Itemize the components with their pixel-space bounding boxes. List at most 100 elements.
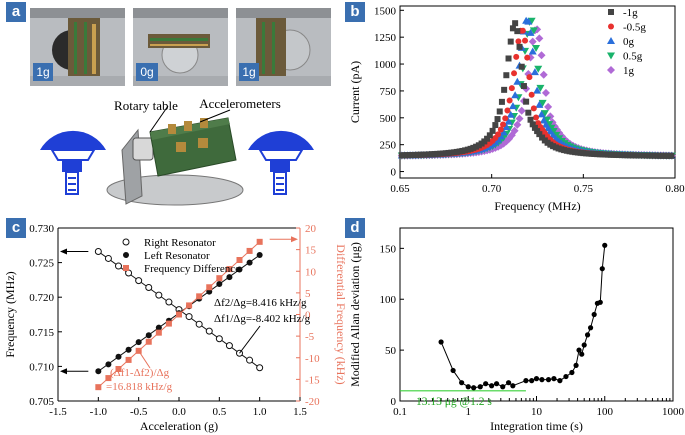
data-point bbox=[505, 380, 512, 386]
y2-tick-label: 5 bbox=[305, 288, 311, 300]
data-point bbox=[602, 242, 608, 248]
rotary-mount-right-icon bbox=[248, 130, 314, 195]
photo-tag-left: 1g bbox=[36, 65, 50, 79]
data-point bbox=[529, 27, 538, 35]
data-point bbox=[508, 102, 517, 110]
data-point bbox=[489, 127, 496, 134]
data-point bbox=[527, 116, 534, 123]
data-point bbox=[528, 91, 535, 98]
panel-label-b: b bbox=[345, 2, 365, 22]
data-point bbox=[484, 135, 491, 142]
data-point bbox=[513, 53, 520, 60]
plot-frame bbox=[399, 227, 674, 402]
data-point bbox=[496, 108, 503, 115]
data-point bbox=[246, 356, 254, 364]
data-point bbox=[195, 320, 203, 328]
legend-marker bbox=[608, 23, 614, 30]
data-point bbox=[459, 380, 465, 386]
data-point bbox=[510, 126, 519, 135]
legend-marker bbox=[607, 66, 615, 74]
data-point bbox=[557, 378, 563, 384]
data-point bbox=[486, 132, 493, 139]
data-point bbox=[519, 27, 526, 34]
x-tick-label: 0.0 bbox=[172, 406, 186, 418]
data-point bbox=[528, 47, 537, 55]
data-point bbox=[205, 327, 213, 335]
y2-tick-label: -5 bbox=[305, 331, 315, 343]
data-point bbox=[513, 77, 522, 85]
legend-marker bbox=[607, 52, 615, 60]
data-point bbox=[155, 324, 162, 331]
data-point bbox=[533, 114, 540, 121]
data-point bbox=[145, 332, 152, 339]
x-tick-label: 0.70 bbox=[482, 183, 502, 195]
data-point bbox=[115, 365, 122, 372]
panel-label-a: a bbox=[6, 2, 26, 22]
annotation-diff-2: =16.818 kHz/g bbox=[106, 381, 173, 393]
data-point bbox=[551, 376, 557, 382]
resonance-spectrum-chart: 0.65 0.70 0.75 0.80 0 250 500 750 1000 1250 1500 Fr… bbox=[348, 5, 685, 213]
y-axis-label: Frequency (MHz) bbox=[3, 271, 17, 357]
x-tick-label: 0.75 bbox=[574, 183, 594, 195]
y2-axis-label: Differential Frequency (kHz) bbox=[334, 244, 345, 384]
data-point bbox=[539, 70, 548, 79]
data-point bbox=[95, 384, 102, 391]
data-point bbox=[528, 37, 537, 46]
data-point bbox=[115, 353, 122, 360]
plot-frame bbox=[399, 5, 676, 179]
data-point bbox=[125, 356, 132, 363]
data-point bbox=[507, 38, 514, 45]
legend-marker bbox=[122, 238, 130, 246]
data-point bbox=[518, 63, 525, 70]
legend-label: 1g bbox=[623, 65, 635, 77]
data-point bbox=[256, 238, 263, 245]
data-point bbox=[497, 126, 504, 133]
data-point bbox=[450, 367, 456, 374]
y2-tick-label: 0 bbox=[305, 310, 311, 322]
data-point bbox=[105, 361, 112, 368]
data-point bbox=[517, 106, 526, 115]
accelerometers-label: Accelerometers bbox=[199, 96, 281, 111]
data-point bbox=[546, 112, 555, 121]
x-tick-label: 0.80 bbox=[665, 183, 685, 195]
legend-label: 0.5g bbox=[623, 51, 643, 63]
y-tick-label: 0.715 bbox=[29, 327, 54, 339]
data-point bbox=[520, 83, 527, 90]
data-point bbox=[579, 351, 585, 357]
data-point bbox=[471, 385, 477, 391]
data-point bbox=[530, 105, 537, 112]
data-point bbox=[246, 259, 253, 266]
data-point bbox=[533, 86, 542, 94]
data-point bbox=[499, 128, 508, 136]
data-point bbox=[584, 332, 591, 338]
data-point bbox=[502, 123, 511, 131]
data-point bbox=[573, 362, 579, 368]
legend-label: Frequency Difference bbox=[144, 263, 240, 275]
data-point bbox=[185, 313, 193, 321]
x-tick-label: 100 bbox=[597, 406, 614, 418]
data-point bbox=[494, 116, 501, 123]
data-point bbox=[537, 110, 546, 118]
y-axis-label: Modified Allan deviation (μg) bbox=[348, 242, 362, 387]
data-point bbox=[226, 274, 233, 281]
y-tick-label: 1500 bbox=[374, 5, 397, 17]
x-tick-label: 0.65 bbox=[390, 183, 410, 195]
data-point bbox=[493, 381, 500, 387]
data-point bbox=[512, 20, 519, 27]
data-point bbox=[591, 311, 597, 318]
y-tick-label: 0.710 bbox=[29, 361, 54, 373]
panel-label-c: c bbox=[6, 218, 26, 238]
legend-label: 0g bbox=[623, 36, 635, 48]
data-point bbox=[135, 339, 142, 346]
data-point bbox=[534, 65, 543, 73]
data-point bbox=[536, 84, 545, 92]
y-tick-label: 0 bbox=[391, 396, 397, 408]
x-tick-label: -1.5 bbox=[49, 406, 67, 418]
frequency-vs-acceleration-chart: -1.5 -1.0 -0.5 0.0 0.5 1.0 1.5 0.705 0.710 0.715 0… bbox=[3, 223, 345, 433]
y-tick-label: 100 bbox=[380, 294, 397, 306]
legend-label: Right Resonator bbox=[144, 237, 216, 249]
y-tick-label: 0 bbox=[391, 167, 397, 179]
rotary-mount-left-icon bbox=[40, 130, 106, 195]
data-point bbox=[226, 266, 233, 273]
arrow-head bbox=[291, 236, 298, 243]
